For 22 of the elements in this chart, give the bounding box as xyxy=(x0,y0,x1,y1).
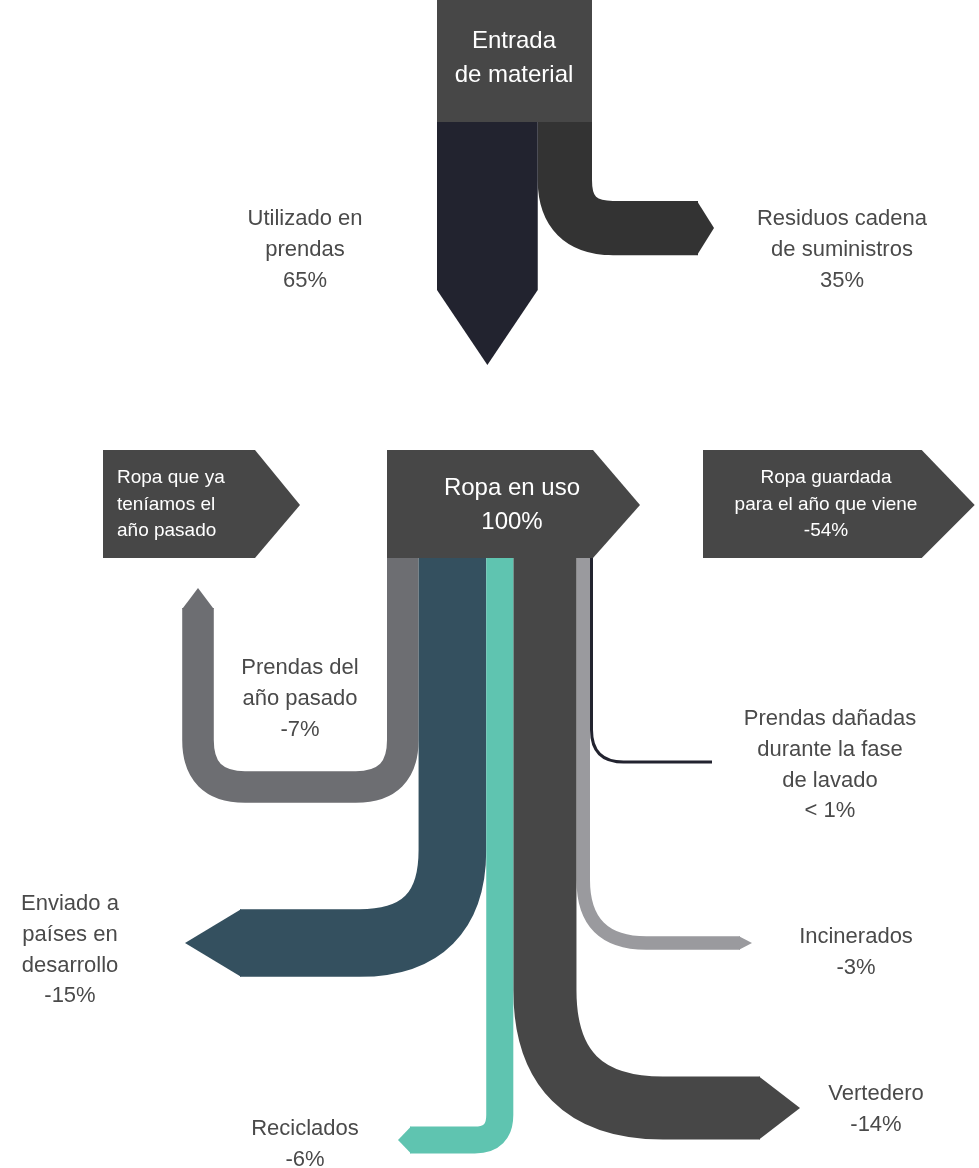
category-label: Prendas del año pasado xyxy=(241,654,359,710)
category-label: Incinerados xyxy=(799,923,913,948)
category-label: Ropa que ya teníamos el año pasado xyxy=(117,466,226,541)
data-label: -54% xyxy=(803,519,849,541)
category-label: Ropa guardada para el año que viene xyxy=(734,466,918,514)
category-label: Residuos cadena de suministros xyxy=(756,205,928,261)
category-label: Utilizado en prendas xyxy=(247,205,363,261)
data-label: < 1% xyxy=(804,797,856,823)
category-label: Entrada de material xyxy=(454,26,574,87)
category-label: Ropa en uso xyxy=(443,473,581,500)
data-label: 65% xyxy=(282,266,328,292)
data-label: -15% xyxy=(44,982,96,1008)
data-label: -6% xyxy=(285,1145,325,1168)
data-label: 35% xyxy=(819,266,865,292)
data-label: -3% xyxy=(836,953,876,979)
category-label: Vertedero xyxy=(828,1080,924,1105)
category-label: Enviado a países en desarrollo xyxy=(21,890,120,977)
category-label: Prendas dañadas durante la fase de lavado xyxy=(743,705,917,792)
data-label: -7% xyxy=(280,715,320,741)
data-label: 100% xyxy=(481,506,543,534)
category-label: Reciclados xyxy=(251,1115,359,1140)
data-label: -14% xyxy=(850,1110,902,1136)
